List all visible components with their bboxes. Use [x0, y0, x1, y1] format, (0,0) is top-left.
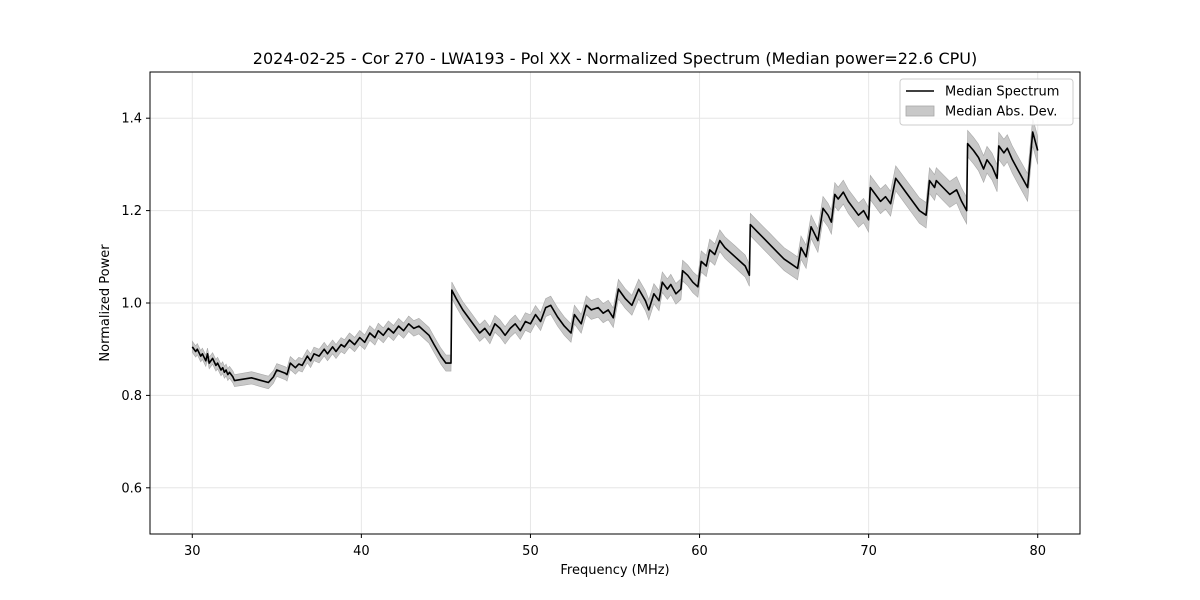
x-axis-label: Frequency (MHz)	[560, 563, 669, 578]
chart-title: 2024-02-25 - Cor 270 - LWA193 - Pol XX -…	[253, 49, 977, 68]
x-tick-label: 30	[184, 544, 201, 559]
chart-legend: Median Spectrum Median Abs. Dev.	[899, 78, 1074, 126]
x-tick-label: 60	[691, 544, 708, 559]
y-tick-label: 0.6	[121, 481, 142, 496]
y-axis-ticks: 0.6 0.8 1.0 1.2 1.4	[121, 112, 150, 496]
x-tick-label: 70	[860, 544, 877, 559]
median-spectrum-line	[191, 131, 1039, 384]
y-tick-label: 1.2	[121, 204, 142, 219]
legend-band-swatch	[905, 105, 935, 117]
x-tick-label: 40	[353, 544, 370, 559]
x-axis-ticks: 30 40 50 60 70 80	[184, 534, 1046, 559]
x-tick-label: 50	[522, 544, 539, 559]
y-tick-label: 0.8	[121, 389, 142, 404]
median-abs-dev-band	[192, 118, 1038, 390]
legend-frame	[899, 78, 1074, 126]
x-tick-label: 80	[1029, 544, 1046, 559]
y-axis-label: Normalized Power	[98, 244, 113, 362]
y-tick-label: 1.0	[121, 297, 142, 312]
legend-label-median-abs-dev: Median Abs. Dev.	[945, 105, 1057, 120]
y-tick-label: 1.4	[121, 112, 142, 127]
legend-label-median-spectrum: Median Spectrum	[945, 85, 1059, 100]
